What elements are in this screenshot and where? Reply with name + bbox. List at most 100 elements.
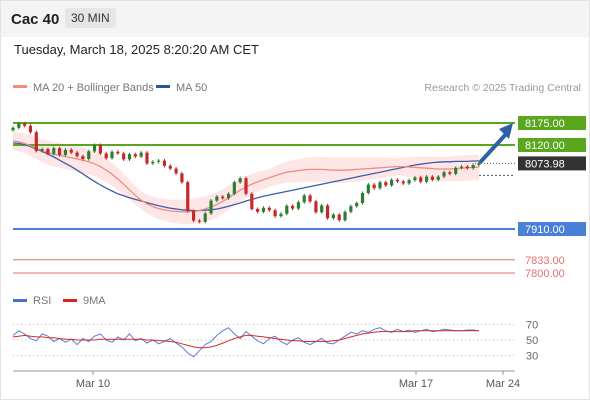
- candle-body: [256, 209, 260, 212]
- forecast-arrow-head: [499, 123, 513, 139]
- candle-body: [419, 177, 423, 182]
- candle-body: [285, 205, 289, 214]
- candle-body: [221, 196, 225, 199]
- candle-body: [238, 178, 242, 183]
- candle-body: [180, 173, 184, 183]
- candle-body: [17, 123, 21, 128]
- rsi-panel: 70 50 30: [12, 320, 538, 362]
- candle-body: [75, 152, 79, 157]
- candle-body: [436, 176, 440, 180]
- candle-body: [291, 205, 295, 209]
- candle-body: [471, 165, 475, 169]
- candle-body: [384, 182, 388, 186]
- rsi-level-label: 50: [526, 335, 538, 347]
- price-chart: MA 20 + Bollinger Bands MA 50 Research ©…: [11, 82, 586, 390]
- candle-body: [58, 148, 62, 155]
- candle-body: [168, 165, 172, 169]
- price-tag-bg: [518, 222, 586, 236]
- rsi-level-label: 70: [526, 320, 538, 332]
- candle-body: [395, 179, 400, 182]
- candle-body: [23, 123, 27, 126]
- candle-body: [273, 210, 277, 217]
- candle-body: [11, 127, 15, 131]
- candle-body: [122, 153, 126, 160]
- candle-body: [413, 177, 417, 181]
- candle-body: [157, 160, 161, 162]
- candle-body: [349, 206, 353, 212]
- forecast-arrow-shaft: [479, 131, 509, 164]
- candle-body: [151, 161, 155, 164]
- candle-body: [337, 214, 341, 221]
- x-axis: Mar 10 Mar 17 Mar 24: [13, 370, 520, 390]
- candle-body: [477, 163, 481, 165]
- price-tag-bg: [518, 116, 586, 130]
- candle-body: [250, 193, 254, 209]
- price-tag-bg: [518, 156, 586, 171]
- candle-body: [162, 160, 167, 166]
- candle-body: [343, 211, 347, 221]
- rsi-ma-legend-swatch: [63, 299, 77, 302]
- candle-body: [448, 172, 452, 174]
- candle-body: [331, 214, 335, 219]
- candle-body: [215, 196, 219, 201]
- candle-body: [46, 149, 50, 154]
- candle-body: [34, 132, 38, 151]
- candles: [11, 121, 481, 224]
- ma50-legend-label: MA 50: [176, 82, 207, 94]
- candle-body: [308, 195, 312, 202]
- candle-body: [430, 176, 434, 180]
- price-tag-bg: [518, 138, 586, 152]
- ma20-legend-swatch: [13, 85, 27, 88]
- candle-body: [98, 145, 102, 154]
- research-credit: Research © 2025 Trading Central: [424, 82, 581, 94]
- candle-body: [81, 156, 85, 159]
- timeframe-badge[interactable]: 30 MIN: [65, 8, 116, 28]
- price-tag-label: 8073.98: [525, 158, 565, 170]
- ma50-line: [12, 142, 479, 212]
- ma50-legend-swatch: [156, 85, 170, 88]
- price-level-labels: 8175.00 8120.00 8073.98 7910.00 7833.007800.…: [518, 116, 586, 280]
- chart-datetime: Tuesday, March 18, 2025 8:20:20 AM CET: [14, 42, 259, 57]
- candle-body: [261, 207, 266, 212]
- price-tag-label: 8120.00: [525, 140, 565, 152]
- candle-body: [87, 151, 91, 159]
- candle-body: [92, 145, 97, 152]
- candle-body: [69, 149, 73, 153]
- x-tick-label: Mar 17: [399, 378, 433, 390]
- candle-body: [360, 193, 365, 203]
- x-tick-label: Mar 24: [486, 378, 520, 390]
- candle-body: [279, 213, 283, 217]
- price-tag-label: 7800.00: [525, 268, 565, 280]
- candle-body: [191, 211, 196, 221]
- candle-body: [139, 152, 143, 157]
- candle-body: [133, 154, 137, 157]
- x-tick-label: Mar 10: [76, 378, 110, 390]
- candle-body: [320, 205, 324, 213]
- candle-body: [232, 182, 236, 194]
- candle-body: [209, 200, 213, 214]
- candle-body: [372, 184, 376, 189]
- price-levels: [13, 122, 515, 274]
- candle-body: [127, 154, 132, 160]
- rsi-ma-line: [12, 330, 479, 349]
- candle-body: [296, 202, 301, 209]
- rsi-legend-label: RSI: [33, 295, 51, 307]
- candle-body: [424, 176, 429, 182]
- candle-body: [454, 167, 458, 174]
- candle-body: [104, 153, 108, 159]
- chart-header: Cac 40 30 MIN: [1, 1, 589, 37]
- candle-body: [145, 152, 149, 164]
- candle-body: [174, 168, 178, 174]
- candle-body: [203, 213, 207, 222]
- candle-body: [314, 201, 318, 213]
- candle-body: [226, 193, 231, 199]
- candle-body: [63, 149, 68, 155]
- candle-body: [52, 148, 56, 154]
- candle-body: [390, 179, 394, 186]
- candle-body: [378, 182, 382, 189]
- forecast-arrow: [479, 123, 513, 164]
- candle-body: [116, 151, 120, 154]
- candle-body: [442, 172, 446, 177]
- candle-body: [325, 205, 330, 219]
